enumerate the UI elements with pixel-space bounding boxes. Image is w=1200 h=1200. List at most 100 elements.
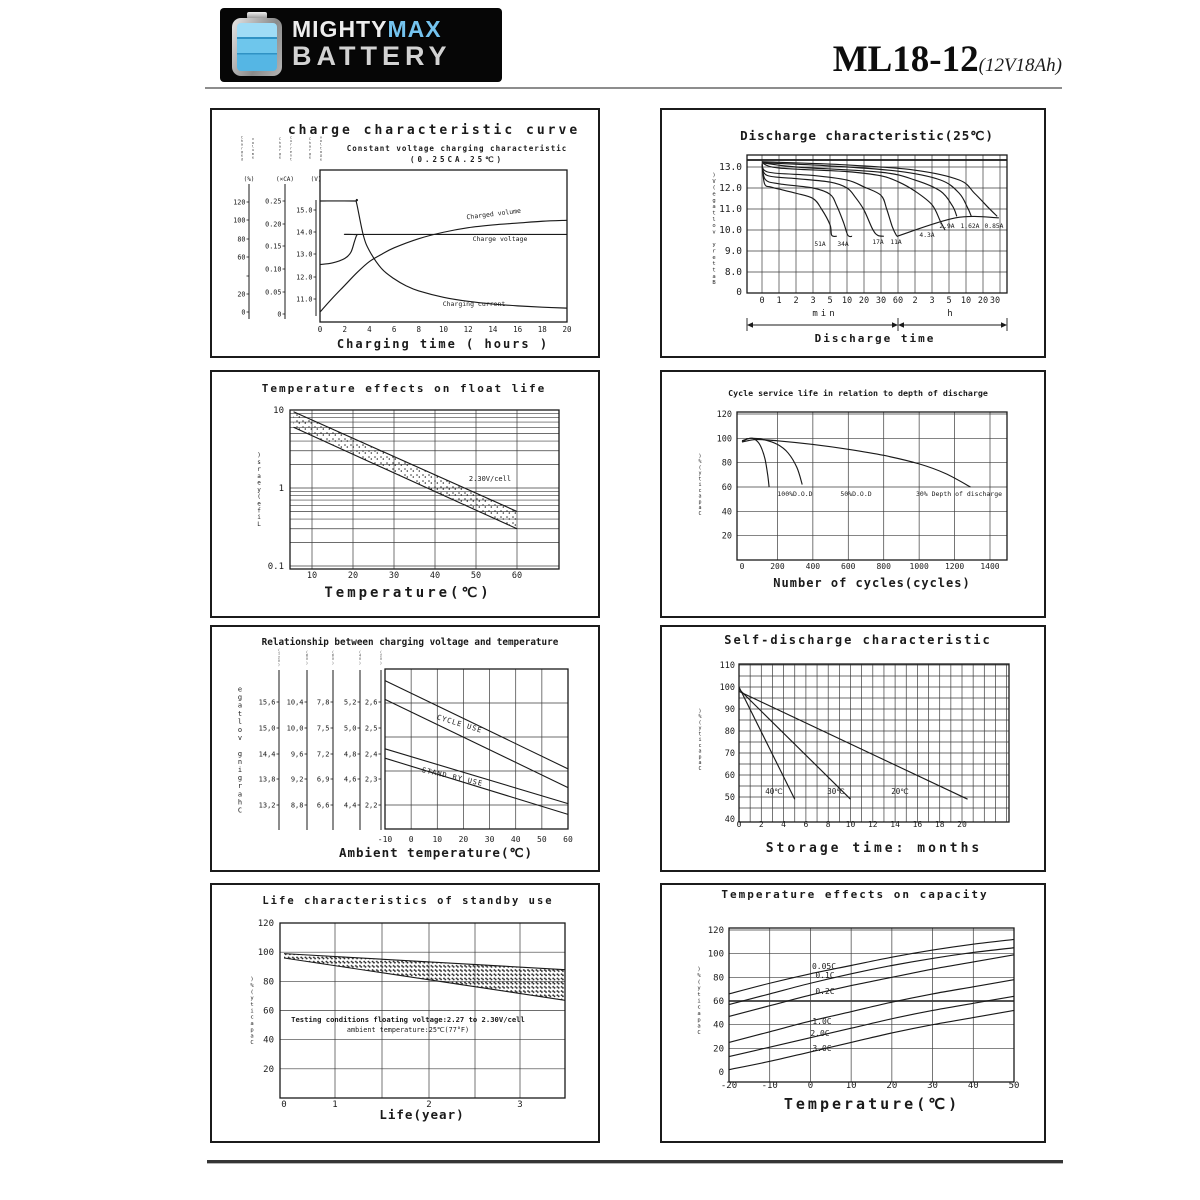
svg-text:Charging current: Charging current [443, 300, 506, 308]
svg-text:g: g [279, 152, 281, 156]
svg-text:8: 8 [826, 820, 831, 829]
battery-icon [232, 12, 282, 76]
svg-text:-10: -10 [378, 835, 393, 844]
svg-text:Temperature(℃): Temperature(℃) [324, 585, 491, 601]
svg-text:e: e [279, 156, 281, 160]
svg-text:g: g [309, 152, 311, 156]
svg-text:30: 30 [876, 296, 886, 306]
svg-text:12: 12 [868, 820, 878, 829]
svg-text:40℃: 40℃ [765, 787, 783, 796]
svg-text:6: 6 [803, 820, 808, 829]
svg-text:V: V [306, 657, 308, 661]
svg-text:a: a [238, 790, 242, 798]
svg-text:t: t [320, 146, 322, 150]
svg-text:(0.25CA.25℃): (0.25CA.25℃) [410, 155, 504, 164]
svg-text:a: a [309, 145, 311, 149]
svg-text:60: 60 [722, 483, 732, 493]
svg-text:13.0: 13.0 [296, 251, 312, 259]
svg-text:14: 14 [488, 325, 498, 334]
svg-text:400: 400 [806, 562, 821, 571]
svg-text:13,2: 13,2 [259, 802, 276, 810]
svg-text:600: 600 [841, 562, 856, 571]
svg-text:): ) [306, 661, 308, 665]
svg-text:20: 20 [722, 532, 732, 542]
svg-text:v: v [320, 135, 322, 139]
svg-text:c: c [698, 488, 701, 494]
svg-text:18: 18 [538, 325, 548, 334]
svg-text:2: 2 [278, 655, 280, 659]
svg-text:B: B [712, 280, 716, 286]
svg-text:C: C [698, 511, 701, 517]
svg-text:10,0: 10,0 [287, 725, 304, 733]
svg-text:y: y [697, 986, 701, 992]
svg-text:10: 10 [842, 296, 852, 306]
svg-text:12.0: 12.0 [719, 183, 742, 194]
svg-text:5: 5 [946, 296, 951, 306]
svg-text:8,8: 8,8 [291, 802, 304, 810]
svg-text:1000: 1000 [910, 562, 929, 571]
svg-text:y: y [698, 726, 701, 732]
svg-text:60: 60 [263, 1007, 274, 1017]
svg-text:1: 1 [278, 652, 280, 656]
svg-text:t: t [697, 992, 700, 998]
svg-text:t: t [238, 710, 242, 718]
svg-text:51A: 51A [814, 241, 826, 248]
svg-text:20℃: 20℃ [891, 787, 909, 796]
svg-text:9,2: 9,2 [291, 776, 304, 784]
svg-text:h: h [947, 309, 952, 319]
svg-text:50%D.O.D: 50%D.O.D [840, 490, 871, 498]
brand-battery: BATTERY [292, 41, 452, 71]
svg-text:%: % [697, 973, 701, 979]
svg-text:1.0C: 1.0C [812, 1017, 831, 1026]
svg-text:40: 40 [722, 507, 732, 517]
svg-text:15,6: 15,6 [259, 699, 276, 707]
svg-text:V: V [359, 657, 361, 661]
svg-text:0: 0 [759, 296, 764, 306]
svg-text:C: C [279, 137, 281, 141]
svg-text:60: 60 [237, 254, 245, 262]
svg-text:0: 0 [736, 287, 742, 298]
svg-text:7,5: 7,5 [317, 725, 330, 733]
svg-text:e: e [241, 154, 243, 158]
svg-text:10: 10 [432, 835, 442, 844]
svg-text:50: 50 [1009, 1081, 1020, 1091]
svg-text:11A: 11A [890, 239, 902, 246]
svg-text:14,4: 14,4 [259, 751, 276, 759]
svg-text:r: r [712, 248, 716, 254]
svg-text:2: 2 [342, 325, 347, 334]
svg-text:12.0: 12.0 [296, 274, 312, 282]
svg-text:i: i [698, 737, 701, 743]
svg-text:100: 100 [720, 683, 735, 693]
svg-text:16: 16 [913, 820, 923, 829]
svg-text:60: 60 [563, 835, 573, 844]
svg-text:5,2: 5,2 [344, 699, 357, 707]
svg-text:Discharge characteristic(25℃): Discharge characteristic(25℃) [740, 128, 994, 143]
svg-text:charge characteristic curve: charge characteristic curve [288, 123, 580, 138]
svg-text:16: 16 [513, 325, 523, 334]
chart-box-charging-voltage-temperature: CYCLE USE STAND BY USE 15,6 15,0 14,4 13,8 13,… [210, 625, 600, 872]
brand-max: MAX [387, 16, 442, 42]
svg-text:20: 20 [886, 1081, 897, 1091]
svg-text:Charged volume: Charged volume [466, 207, 521, 222]
svg-text:t: t [290, 157, 292, 161]
model-title: ML18-12(12V18Ah) [740, 38, 1062, 81]
svg-text:120: 120 [708, 926, 724, 936]
svg-text:V: V [380, 657, 382, 661]
svg-text:0.20: 0.20 [265, 221, 281, 229]
svg-text:Relationship between charging: Relationship between charging voltage an… [262, 637, 559, 648]
svg-text:(: ( [332, 650, 334, 654]
svg-text:): ) [712, 173, 715, 179]
svg-text:40: 40 [713, 1021, 724, 1031]
chart-box-cycle-service-life: 100%D.O.D 50%D.O.D 30% Depth of discharge 0… [660, 370, 1046, 618]
svg-text:Ambient temperature(℃): Ambient temperature(℃) [339, 845, 533, 860]
svg-text:(: ( [278, 648, 280, 652]
svg-text:13.0: 13.0 [719, 162, 742, 173]
svg-text:p: p [698, 754, 701, 760]
svg-text:0: 0 [318, 325, 323, 334]
svg-text:1.62A: 1.62A [961, 223, 980, 230]
svg-text:Number of cycles(cycles): Number of cycles(cycles) [773, 576, 970, 590]
svg-text:11.0: 11.0 [719, 204, 742, 215]
